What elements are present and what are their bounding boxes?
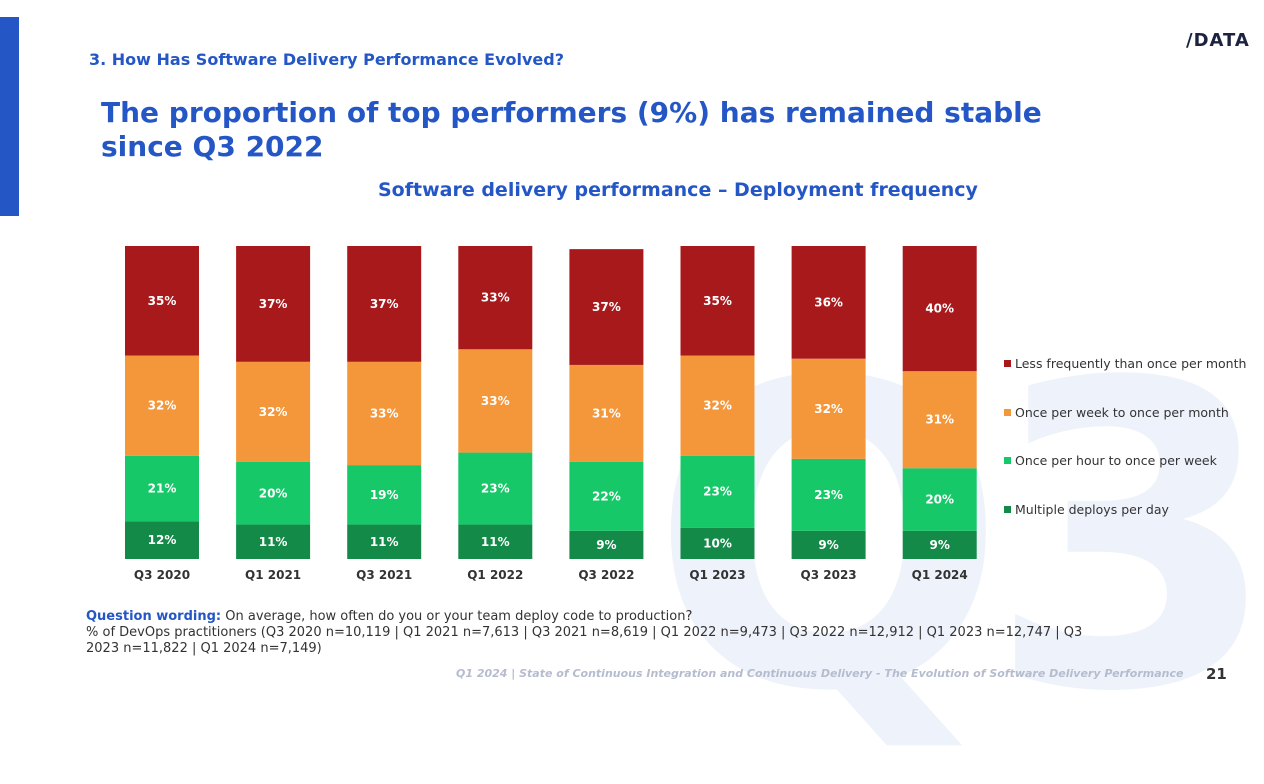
bar-segment	[680, 455, 755, 528]
bar-segment	[791, 458, 866, 531]
bar-segment	[902, 468, 977, 531]
bar-segment	[236, 524, 311, 559]
legend-swatch	[1004, 360, 1011, 367]
data-label: 32%	[703, 399, 732, 413]
data-label: 23%	[814, 488, 843, 502]
data-label: 9%	[930, 538, 950, 552]
data-label: 32%	[148, 399, 177, 413]
bar-segment	[125, 355, 199, 456]
section-title: 3. How Has Software Delivery Performance…	[89, 50, 565, 69]
page-number: 21	[1206, 665, 1227, 683]
bar-segment	[680, 527, 755, 559]
x-tick-label: Q3 2021	[356, 568, 412, 582]
data-label: 37%	[592, 300, 621, 314]
data-label: 36%	[814, 295, 843, 309]
bar-segment	[569, 530, 644, 559]
bar-segment	[791, 246, 866, 359]
bar-segment	[569, 461, 644, 531]
legend-item: Less frequently than once per month	[1004, 356, 1246, 371]
data-label: 40%	[925, 302, 954, 316]
bar-segment	[236, 246, 311, 362]
bar-segment	[125, 521, 199, 559]
x-tick-label: Q3 2022	[578, 568, 634, 582]
bar-segment	[458, 246, 533, 350]
data-label: 22%	[592, 489, 621, 503]
data-label: 23%	[481, 482, 510, 496]
legend-swatch	[1004, 457, 1011, 464]
data-label: 20%	[925, 493, 954, 507]
data-label: 12%	[148, 533, 177, 547]
bar-segment	[569, 364, 644, 462]
bar-segment	[347, 361, 422, 466]
question-wording-label: Question wording:	[86, 609, 222, 624]
bar-segment	[458, 524, 533, 559]
footer-text: Q1 2024 | State of Continuous Integratio…	[456, 667, 1184, 680]
x-tick-label: Q1 2021	[245, 568, 301, 582]
data-label: 31%	[592, 406, 621, 420]
bar-segment	[347, 524, 422, 559]
data-label: 37%	[370, 297, 399, 311]
legend-label: Multiple deploys per day	[1015, 501, 1169, 517]
data-label: 33%	[481, 291, 510, 305]
legend-swatch	[1004, 505, 1011, 513]
bar-segment	[569, 249, 644, 365]
accent-bar	[0, 17, 19, 216]
legend-label: Once per week to once per month	[1015, 404, 1229, 420]
data-label: 9%	[596, 538, 616, 552]
data-label: 11%	[259, 535, 288, 549]
data-label: 35%	[148, 294, 177, 308]
legend-item: Multiple deploys per day	[1004, 502, 1169, 517]
bar-segment	[125, 455, 199, 522]
bar-segment	[236, 461, 311, 525]
x-tick-label: Q3 2020	[134, 568, 190, 582]
bar-segment	[680, 355, 755, 456]
bar-segment	[347, 465, 422, 525]
data-label: 37%	[259, 297, 288, 311]
x-tick-label: Q1 2024	[912, 568, 968, 582]
data-label: 31%	[925, 413, 954, 427]
question-wording-text: On average, how often do you or your tea…	[221, 609, 693, 624]
data-label: 11%	[481, 535, 510, 549]
bar-segment	[680, 246, 755, 356]
data-label: 9%	[818, 538, 838, 552]
bar-segment	[125, 246, 199, 356]
bar-segment	[902, 246, 977, 372]
data-label: 11%	[370, 535, 399, 549]
x-tick-label: Q1 2023	[689, 568, 745, 582]
data-label: 35%	[703, 294, 732, 308]
bar-segment	[791, 530, 866, 559]
data-label: 21%	[148, 482, 177, 496]
chart-title: Software delivery performance – Deployme…	[378, 179, 978, 201]
data-label: 32%	[814, 402, 843, 416]
data-label: 23%	[703, 485, 732, 499]
legend-item: Once per week to once per month	[1004, 405, 1229, 420]
bar-segment	[791, 358, 866, 459]
bar-segment	[458, 349, 533, 453]
footnote: Question wording: On average, how often …	[86, 609, 1096, 657]
data-label: 10%	[703, 536, 732, 550]
bar-segment	[902, 530, 977, 559]
bar-segment	[458, 452, 533, 525]
data-label: 33%	[370, 406, 399, 420]
company-logo: /DATA	[1186, 30, 1250, 51]
sample-sizes-text: % of DevOps practitioners (Q3 2020 n=10,…	[86, 625, 1083, 656]
data-label: 32%	[259, 405, 288, 419]
bar-segment	[236, 361, 311, 462]
slide-headline: The proportion of top performers (9%) ha…	[101, 96, 1042, 163]
data-label: 33%	[481, 394, 510, 408]
x-tick-label: Q3 2023	[801, 568, 857, 582]
data-label: 20%	[259, 486, 288, 500]
legend-label: Once per hour to once per week	[1015, 453, 1217, 468]
legend-swatch	[1004, 408, 1011, 416]
legend-item: Once per hour to once per week	[1004, 453, 1217, 468]
data-label: 19%	[370, 488, 399, 502]
bar-segment	[347, 246, 422, 362]
bar-segment	[902, 371, 977, 469]
x-tick-label: Q1 2022	[467, 568, 523, 582]
legend-label: Less frequently than once per month	[1015, 356, 1247, 371]
stacked-bar-chart: 12% 21% 32% 35% Q3 2020 11% 20% 32% 37% Q1 2021 11…	[125, 246, 977, 582]
